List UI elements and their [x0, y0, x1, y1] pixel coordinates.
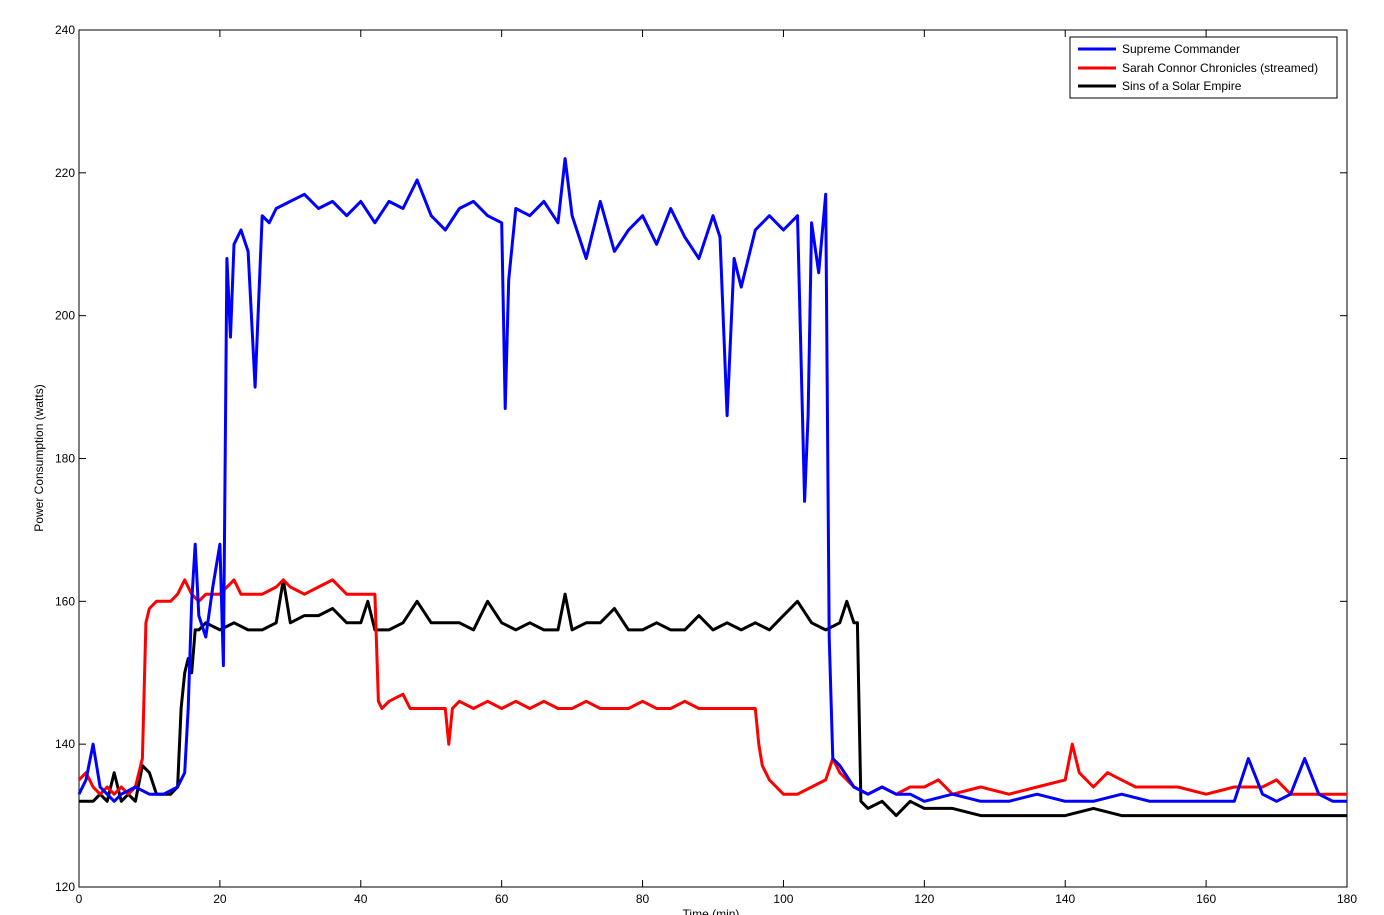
- legend-label-sarah-connor-chronicles: Sarah Connor Chronicles (streamed): [1122, 61, 1318, 75]
- x-tick-label-160: 160: [1196, 892, 1216, 906]
- series-line-supreme-commander: [77, 157, 1347, 803]
- x-axis-title: Time (min): [683, 907, 740, 915]
- y-tick-label-240: 240: [55, 23, 75, 37]
- x-tick-label-140: 140: [1055, 892, 1075, 906]
- y-tick-label-140: 140: [55, 737, 75, 751]
- x-tick-label-60: 60: [495, 892, 509, 906]
- x-tick-label-80: 80: [636, 892, 650, 906]
- x-tick-label-20: 20: [213, 892, 227, 906]
- x-tick-label-0: 0: [76, 892, 83, 906]
- series-line-sarah-connor-chronicles-streamed: [77, 578, 1347, 796]
- x-tick-label-180: 180: [1337, 892, 1357, 906]
- y-tick-label-160: 160: [55, 594, 75, 608]
- y-tick-label-120: 120: [55, 880, 75, 894]
- y-tick-label-220: 220: [55, 166, 75, 180]
- axes-layer: 0 20 40 60 80 100 120 140 160 180 120 140 160 180 200 2…: [55, 23, 1357, 906]
- legend-label-supreme-commander: Supreme Commander: [1122, 42, 1240, 56]
- series-line-sins-of-a-solar-empire: [79, 578, 1347, 818]
- plot-area: [78, 29, 1348, 888]
- x-tick-label-40: 40: [354, 892, 368, 906]
- series-layer: [77, 157, 1347, 818]
- x-tick-label-100: 100: [773, 892, 793, 906]
- legend-label-sins-of-a-solar-empire: Sins of a Solar Empire: [1122, 79, 1242, 93]
- y-axis-title: Power Consumption (watts): [32, 384, 46, 531]
- y-tick-label-200: 200: [55, 309, 75, 323]
- y-tick-label-180: 180: [55, 452, 75, 466]
- legend: Supreme Commander Sarah Connor Chronicle…: [1069, 36, 1338, 99]
- x-tick-label-120: 120: [914, 892, 934, 906]
